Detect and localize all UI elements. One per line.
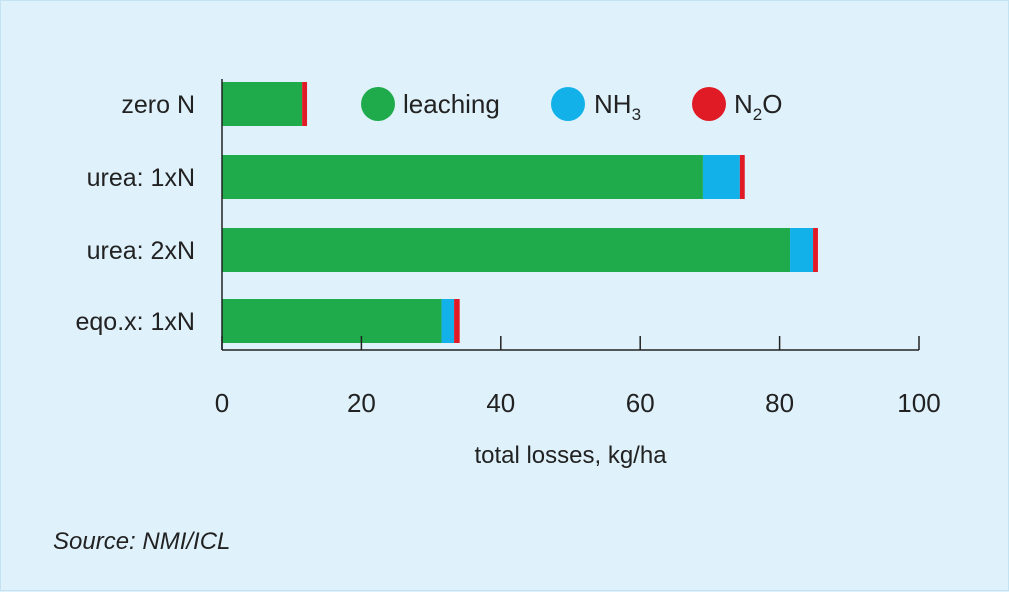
- legend-marker-nh3: [551, 87, 585, 121]
- category-label: zero N: [121, 91, 195, 119]
- x-tick-label: 60: [626, 388, 655, 418]
- bar-leaching-1: [222, 82, 303, 126]
- legend-label-nh3: NH3: [594, 89, 641, 124]
- legend: leaching NH3 N2O: [361, 87, 782, 124]
- bar-n2o-1: [302, 82, 308, 126]
- bar-leaching-4: [222, 299, 442, 343]
- bar-nh3-2: [702, 155, 740, 199]
- category-label: urea: 2xN: [87, 237, 195, 265]
- category-label: eqo.x: 1xN: [75, 308, 195, 336]
- x-tick-label: 40: [486, 388, 515, 418]
- bar-nh3-3: [790, 228, 814, 272]
- category-label: urea: 1xN: [87, 164, 195, 192]
- bar-leaching-2: [222, 155, 703, 199]
- x-axis-title: total losses, kg/ha: [474, 442, 667, 469]
- bar-leaching-3: [222, 228, 791, 272]
- legend-marker-n2o: [692, 87, 726, 121]
- bar-n2o-2: [739, 155, 745, 199]
- x-ticks: 0 20 40 60 80 100: [215, 336, 941, 418]
- x-axis: [221, 79, 919, 351]
- legend-marker-leaching: [361, 87, 395, 121]
- bar-n2o-4: [454, 299, 460, 343]
- source-note: Source: NMI/ICL: [53, 528, 231, 555]
- bar-nh3-4: [441, 299, 455, 343]
- legend-label-leaching: leaching: [403, 89, 500, 119]
- bars-group: [222, 82, 818, 343]
- bar-n2o-3: [813, 228, 818, 272]
- x-tick-label: 20: [347, 388, 376, 418]
- x-tick-label: 100: [897, 388, 940, 418]
- category-labels: zero N urea: 1xN urea: 2xN eqo.x: 1xN: [75, 91, 195, 336]
- x-tick-label: 0: [215, 388, 229, 418]
- x-tick-label: 80: [765, 388, 794, 418]
- legend-label-n2o: N2O: [734, 89, 782, 124]
